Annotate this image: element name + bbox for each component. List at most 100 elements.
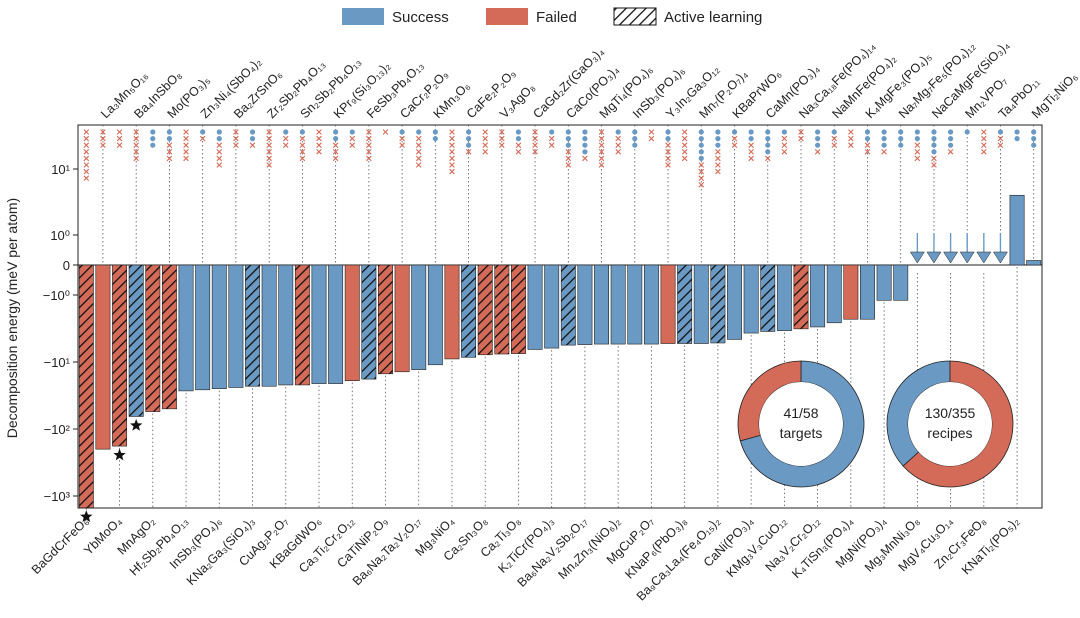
- category-label: MgTi₂NiO₆: [1029, 70, 1080, 121]
- legend-swatch-failed: [486, 8, 528, 25]
- recipe-success-dot: [565, 136, 571, 142]
- recipe-failed-marker: [598, 155, 605, 162]
- recipe-failed-marker: [698, 182, 705, 188]
- bar: [394, 264, 410, 373]
- recipe-failed-marker: [100, 142, 106, 148]
- recipe-success-dot: [748, 129, 754, 135]
- recipe-success-dot: [150, 136, 156, 142]
- bar: [427, 264, 443, 366]
- recipe-success-dot: [399, 129, 405, 135]
- recipe-failed-marker: [499, 129, 505, 135]
- bar: [577, 264, 593, 345]
- recipe-failed-marker: [366, 155, 372, 162]
- recipe-success-dot: [815, 142, 821, 148]
- recipe-success-dot: [565, 129, 571, 135]
- recipe-success-dot: [582, 136, 588, 142]
- recipe-failed-marker: [116, 142, 123, 148]
- bar-hatch: [295, 265, 310, 385]
- recipe-failed-marker: [465, 149, 472, 155]
- bar: [328, 264, 344, 384]
- recipe-failed-marker: [814, 149, 821, 155]
- recipe-failed-marker: [183, 135, 189, 142]
- recipe-success-dot: [748, 136, 754, 142]
- recipe-failed-marker: [532, 142, 538, 148]
- recipe-failed-marker: [382, 129, 389, 135]
- recipe-failed-marker: [415, 142, 422, 148]
- bar: [860, 264, 875, 320]
- star-marker: [113, 448, 126, 461]
- recipe-failed-marker: [981, 149, 987, 155]
- recipe-failed-marker: [133, 142, 139, 148]
- recipe-failed-marker: [366, 142, 372, 148]
- recipe-failed-marker: [316, 149, 322, 155]
- bar: [311, 264, 327, 384]
- recipe-success-dot: [731, 129, 738, 135]
- recipe-failed-marker: [266, 142, 272, 148]
- recipe-success-dot: [166, 129, 173, 135]
- bar: [876, 264, 892, 301]
- recipe-success-dot: [715, 142, 721, 148]
- bar: [411, 264, 427, 370]
- recipe-failed-marker: [332, 149, 339, 155]
- bar: [743, 264, 759, 334]
- recipe-failed-marker: [648, 129, 655, 135]
- recipe-failed-marker: [83, 142, 90, 148]
- recipe-failed-marker: [881, 149, 887, 155]
- recipe-failed-marker: [681, 155, 688, 162]
- recipe-failed-marker: [931, 155, 937, 162]
- recipe-success-dot: [432, 136, 438, 142]
- recipe-success-dot: [582, 142, 588, 148]
- recipe-failed-marker: [199, 135, 206, 142]
- recipe-failed-marker: [848, 135, 854, 142]
- bar-hatch: [378, 265, 393, 374]
- recipe-failed-marker: [415, 135, 422, 142]
- recipe-success-dot: [765, 142, 771, 148]
- arrow-head: [909, 251, 925, 264]
- bar-hatch: [494, 265, 509, 355]
- recipe-failed-marker: [415, 155, 422, 162]
- recipe-success-dot: [1031, 136, 1037, 142]
- donut-success-segment: [739, 360, 865, 488]
- recipe-failed-marker: [931, 162, 937, 168]
- recipe-failed-marker: [316, 129, 322, 135]
- recipe-failed-marker: [914, 149, 921, 155]
- bar: [444, 264, 460, 360]
- recipe-success-dot: [898, 142, 904, 148]
- recipe-success-dot: [465, 129, 472, 135]
- recipe-failed-marker: [116, 129, 123, 135]
- recipe-failed-marker: [665, 155, 671, 162]
- recipe-failed-marker: [216, 149, 223, 155]
- recipe-failed-marker: [981, 129, 987, 135]
- y-tick-label: −10¹: [44, 355, 71, 370]
- bar: [261, 264, 277, 387]
- bar: [178, 264, 194, 392]
- recipe-failed-marker: [831, 135, 838, 142]
- bar-hatch: [511, 265, 526, 354]
- donut-charts: 41/58 targets 130/355 recipes: [737, 360, 1014, 488]
- recipe-success-dot: [515, 136, 522, 142]
- recipe-success-dot: [665, 136, 671, 142]
- bar-hatch: [710, 265, 726, 343]
- recipe-failed-marker: [133, 135, 139, 142]
- arrow-head: [992, 251, 1008, 264]
- recipe-failed-marker: [997, 142, 1004, 148]
- recipe-failed-marker: [449, 142, 455, 148]
- recipe-success-dot: [1014, 129, 1020, 135]
- recipe-failed-marker: [83, 168, 90, 175]
- recipe-success-dot: [632, 142, 638, 148]
- recipe-failed-marker: [266, 149, 272, 155]
- recipe-failed-marker: [947, 149, 954, 155]
- bar-hatch: [677, 265, 692, 344]
- recipe-success-dot: [881, 129, 887, 135]
- recipe-success-dot: [465, 136, 472, 142]
- recipe-failed-marker: [864, 149, 871, 155]
- recipe-success-dot: [781, 129, 787, 135]
- recipe-failed-marker: [615, 135, 621, 142]
- recipe-failed-marker: [183, 149, 189, 155]
- recipe-failed-marker: [366, 135, 372, 142]
- recipe-failed-marker: [731, 142, 738, 148]
- y-axis-title: Decomposition energy (meV per atom): [4, 198, 20, 438]
- recipe-failed-marker: [548, 142, 555, 148]
- recipe-failed-marker: [166, 149, 173, 155]
- bar: [1026, 260, 1042, 266]
